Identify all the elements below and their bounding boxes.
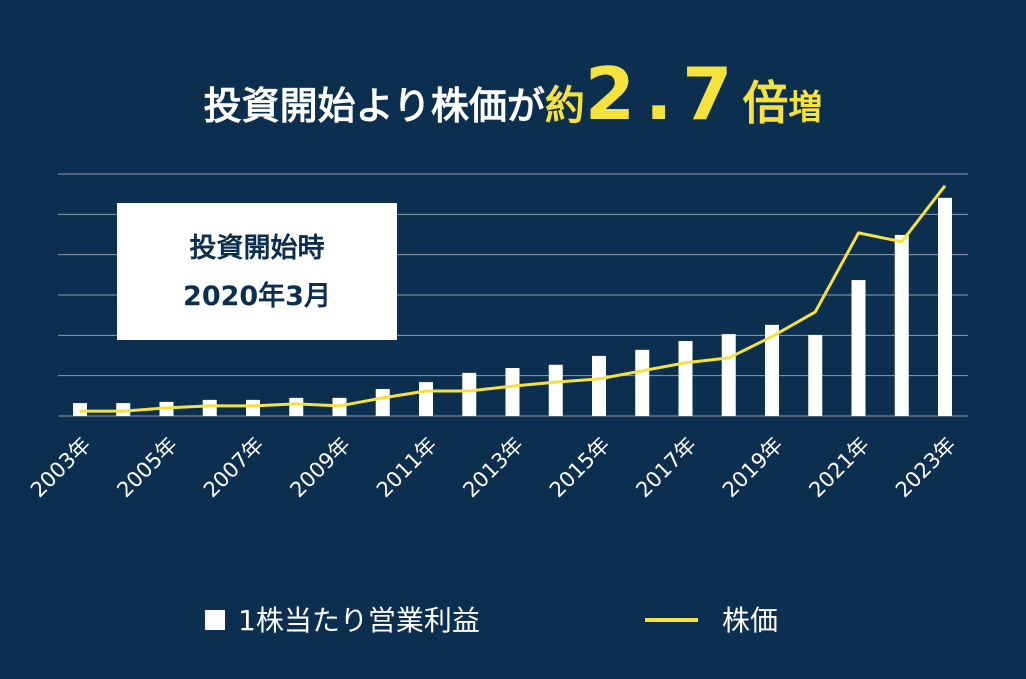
title-part: 約 (544, 83, 585, 129)
bar (202, 399, 217, 416)
bar (592, 355, 606, 416)
bar (419, 382, 433, 416)
x-tick-label: 2011年 (372, 433, 442, 503)
x-tick-label: 2023年 (891, 433, 961, 503)
x-tick-label: 2019年 (718, 433, 788, 503)
bar (938, 197, 952, 416)
legend-swatch (205, 610, 225, 630)
bar (894, 234, 909, 416)
bar (246, 399, 260, 416)
legend-label: 株価 (722, 604, 778, 637)
bar (375, 388, 390, 416)
bar (73, 403, 87, 416)
bar (548, 364, 563, 416)
x-tick-label: 2009年 (285, 433, 355, 503)
annotation-box (117, 203, 397, 340)
bar (289, 397, 304, 416)
x-tick-label: 2007年 (199, 433, 269, 503)
x-tick-label: 2013年 (458, 433, 528, 503)
x-tick-label: 2003年 (26, 433, 96, 503)
annotation-text: 2020年3月 (183, 280, 331, 312)
bar (765, 324, 779, 416)
chart-title: 投資開始より株価が約2.7倍増 (0, 52, 1026, 136)
title-part: 2.7 (584, 52, 743, 136)
bar (808, 334, 823, 416)
legend-label: 1株当たり営業利益 (238, 604, 480, 637)
line (80, 184, 947, 413)
title-part: 倍 (742, 76, 789, 130)
bar (721, 334, 736, 416)
bar (505, 368, 520, 416)
x-tick-label: 2017年 (631, 433, 701, 503)
title-part: 増 (788, 88, 823, 128)
bar (462, 372, 477, 416)
bar (116, 403, 131, 416)
bar (678, 340, 693, 416)
x-tick-label: 2015年 (545, 433, 615, 503)
x-tick-label: 2005年 (112, 433, 182, 503)
x-tick-label: 2021年 (804, 433, 874, 503)
annotation-text: 投資開始時 (190, 232, 325, 264)
bar (851, 280, 866, 416)
title-part: 投資開始より株価が (203, 84, 545, 128)
bar (635, 349, 650, 416)
